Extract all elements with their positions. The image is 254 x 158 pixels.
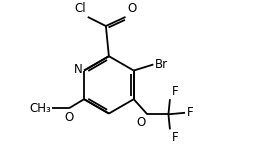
Text: F: F [186, 106, 193, 119]
Text: O: O [64, 111, 74, 124]
Text: O: O [127, 3, 136, 15]
Text: CH₃: CH₃ [29, 102, 51, 115]
Text: F: F [171, 131, 178, 144]
Text: F: F [171, 85, 178, 98]
Text: O: O [137, 116, 146, 129]
Text: Br: Br [155, 58, 168, 71]
Text: N: N [74, 63, 83, 76]
Text: Cl: Cl [75, 3, 86, 15]
